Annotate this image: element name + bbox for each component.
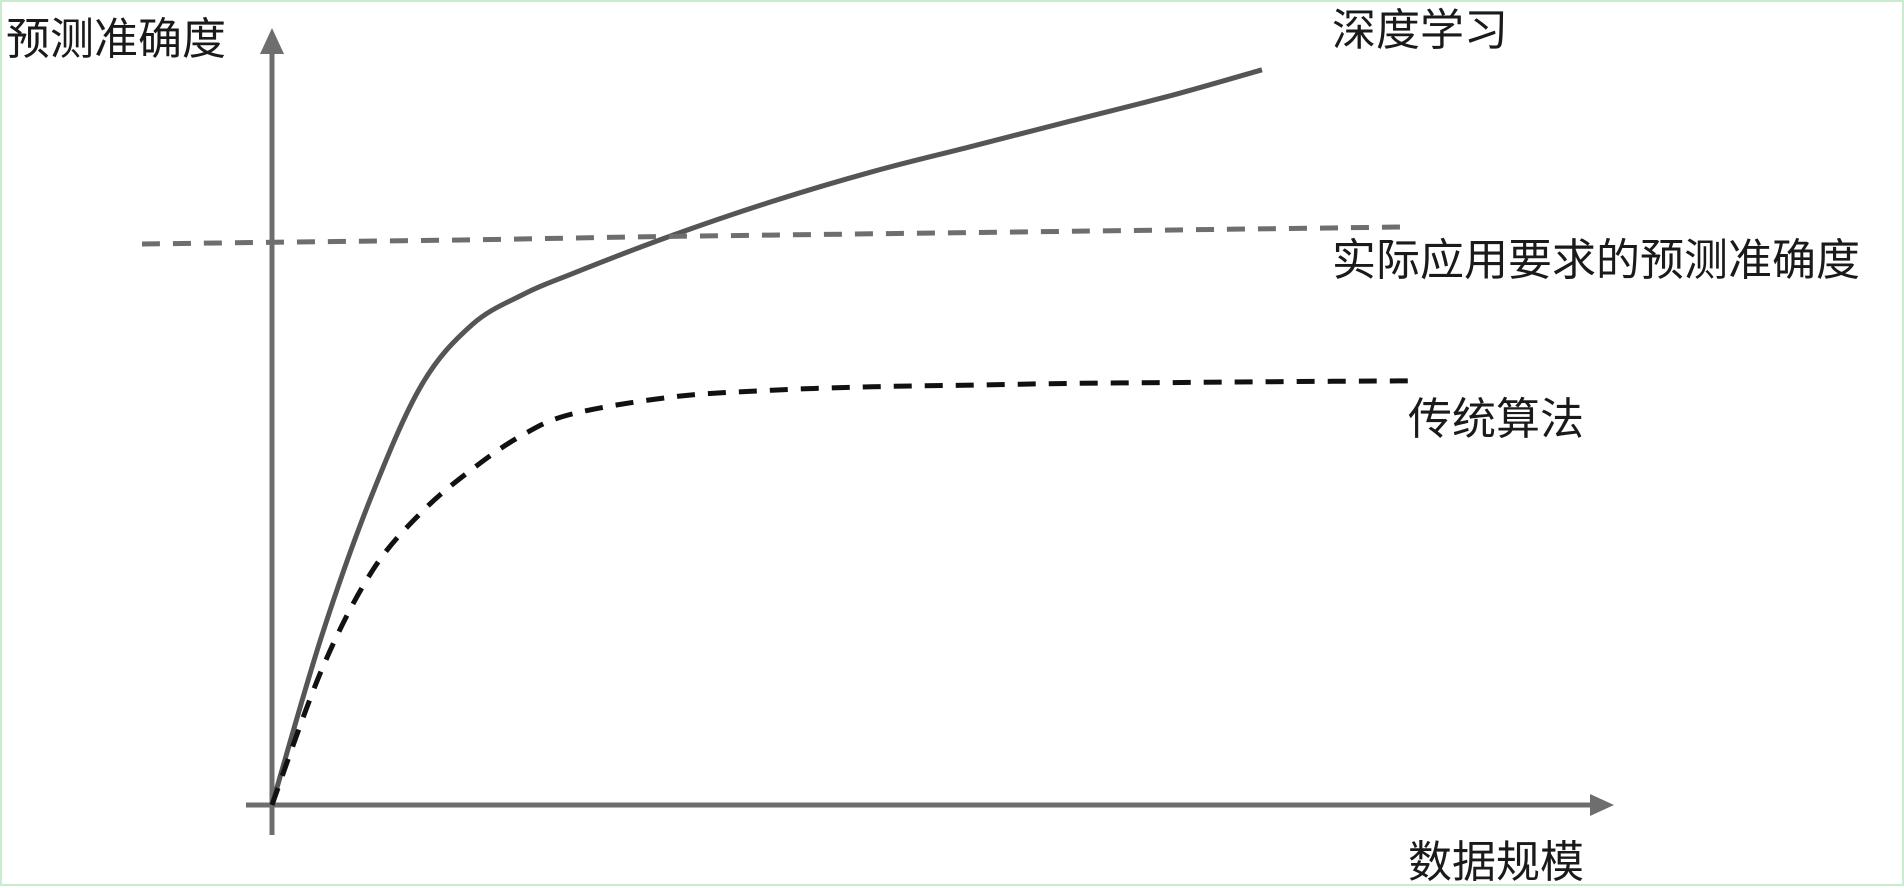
series-label-traditional: 传统算法 bbox=[1408, 394, 1584, 445]
series-label-deep-learning: 深度学习 bbox=[1332, 5, 1508, 56]
axes bbox=[246, 28, 1614, 835]
series-label-required-accuracy: 实际应用要求的预测准确度 bbox=[1332, 235, 1860, 286]
y-axis-arrowhead bbox=[260, 28, 284, 54]
series-deep-learning-line bbox=[269, 67, 1263, 806]
x-axis-arrowhead bbox=[1590, 794, 1614, 816]
series-traditional-line bbox=[269, 378, 1413, 806]
y-axis-label: 预测准确度 bbox=[6, 14, 226, 65]
x-axis-label: 数据规模 bbox=[1408, 837, 1584, 888]
series-required-accuracy-line bbox=[141, 224, 1403, 247]
series-group bbox=[141, 67, 1413, 806]
